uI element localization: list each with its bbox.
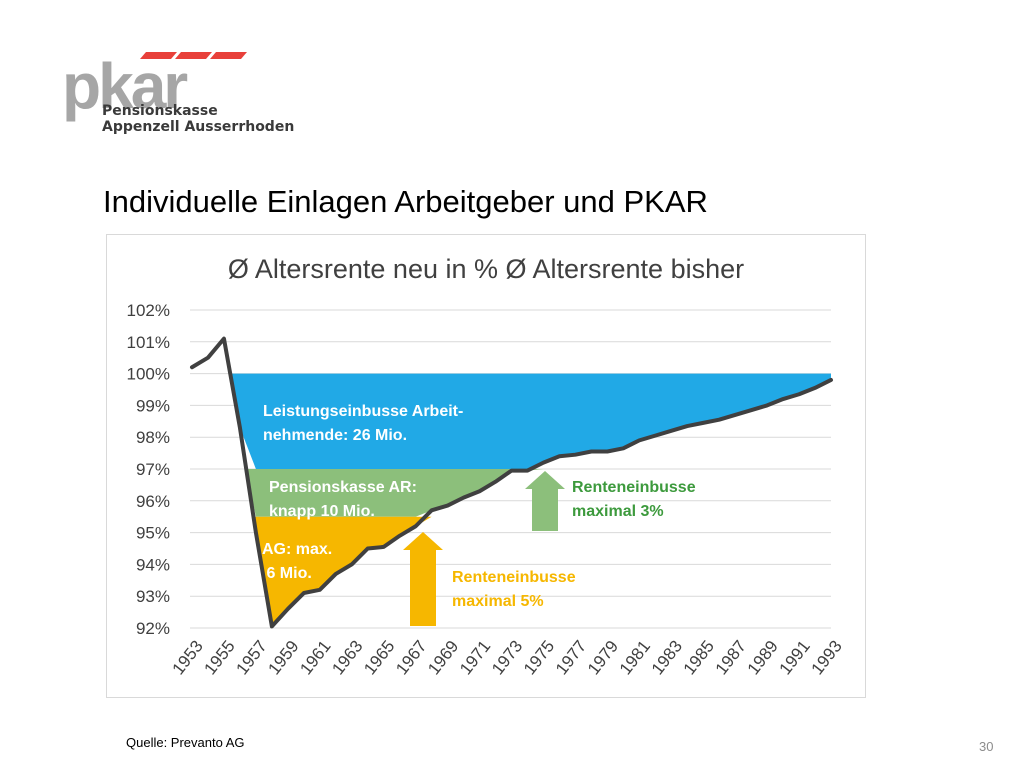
x-tick-label: 1977 bbox=[552, 637, 590, 679]
y-tick-label: 95% bbox=[136, 524, 170, 543]
y-tick-label: 101% bbox=[127, 333, 170, 352]
x-tick-label: 1969 bbox=[424, 637, 462, 679]
area-label-pensionskasse: Pensionskasse AR: knapp 10 Mio. bbox=[269, 479, 417, 520]
x-tick-label: 1961 bbox=[296, 637, 334, 679]
page-number: 30 bbox=[979, 739, 994, 754]
y-tick-label: 100% bbox=[127, 365, 170, 384]
area-pensionskasse bbox=[246, 469, 831, 517]
area-arbeitnehmende bbox=[230, 373, 831, 469]
logo-stripe bbox=[140, 52, 177, 59]
x-tick-label: 1983 bbox=[648, 637, 686, 679]
chart-title: Ø Altersrente neu in % Ø Altersrente bis… bbox=[228, 254, 744, 284]
x-tick-label: 1957 bbox=[232, 637, 270, 679]
source-note: Quelle: Prevanto AG bbox=[126, 735, 245, 750]
logo-stripe bbox=[210, 52, 247, 59]
logo-line1: Pensionskasse bbox=[102, 103, 218, 119]
arrow-max-3 bbox=[525, 471, 565, 531]
y-tick-label: 99% bbox=[136, 396, 170, 415]
area-label-arbeitgeber: AG: max. 6 Mio. bbox=[262, 541, 332, 582]
area-arbeitgeber bbox=[253, 516, 831, 627]
x-tick-label: 1993 bbox=[808, 637, 846, 679]
y-tick-label: 102% bbox=[127, 301, 170, 320]
x-tick-label: 1959 bbox=[264, 637, 302, 679]
logo-stripe bbox=[175, 52, 212, 59]
logo-wordmark: pkar bbox=[62, 50, 188, 122]
annotation-max-3: Renteneinbusse maximal 3% bbox=[572, 479, 696, 520]
area-label-arbeitnehmende: Leistungseinbusse Arbeit-nehmende: 26 Mi… bbox=[263, 403, 463, 444]
x-tick-label: 1985 bbox=[680, 637, 718, 679]
arrow-max-5 bbox=[403, 532, 443, 626]
y-tick-label: 93% bbox=[136, 587, 170, 606]
x-tick-label: 1965 bbox=[360, 637, 398, 679]
x-tick-label: 1973 bbox=[488, 637, 526, 679]
x-tick-label: 1991 bbox=[776, 637, 814, 679]
pkar-logo: pkar Pensionskasse Appenzell Ausserrhode… bbox=[62, 38, 294, 138]
x-tick-label: 1979 bbox=[584, 637, 622, 679]
x-tick-label: 1953 bbox=[169, 637, 207, 679]
x-tick-label: 1971 bbox=[456, 637, 494, 679]
x-tick-label: 1981 bbox=[616, 637, 654, 679]
x-tick-label: 1989 bbox=[744, 637, 782, 679]
x-tick-label: 1955 bbox=[200, 637, 238, 679]
y-tick-label: 92% bbox=[136, 619, 170, 638]
x-tick-label: 1987 bbox=[712, 637, 750, 679]
logo-line2: Appenzell Ausserrhoden bbox=[102, 119, 295, 135]
y-tick-label: 97% bbox=[136, 460, 170, 479]
y-tick-label: 96% bbox=[136, 492, 170, 511]
slide-title: Individuelle Einlagen Arbeitgeber und PK… bbox=[103, 184, 708, 219]
x-tick-label: 1975 bbox=[520, 637, 558, 679]
y-tick-label: 94% bbox=[136, 555, 170, 574]
annotation-max-5: Renteneinbusse maximal 5% bbox=[452, 569, 576, 610]
logo-red-stripes bbox=[140, 52, 247, 59]
y-tick-label: 98% bbox=[136, 428, 170, 447]
rent-chart: Ø Altersrente neu in % Ø Altersrente bis… bbox=[127, 254, 846, 679]
x-tick-label: 1967 bbox=[392, 637, 430, 679]
x-tick-label: 1963 bbox=[328, 637, 366, 679]
